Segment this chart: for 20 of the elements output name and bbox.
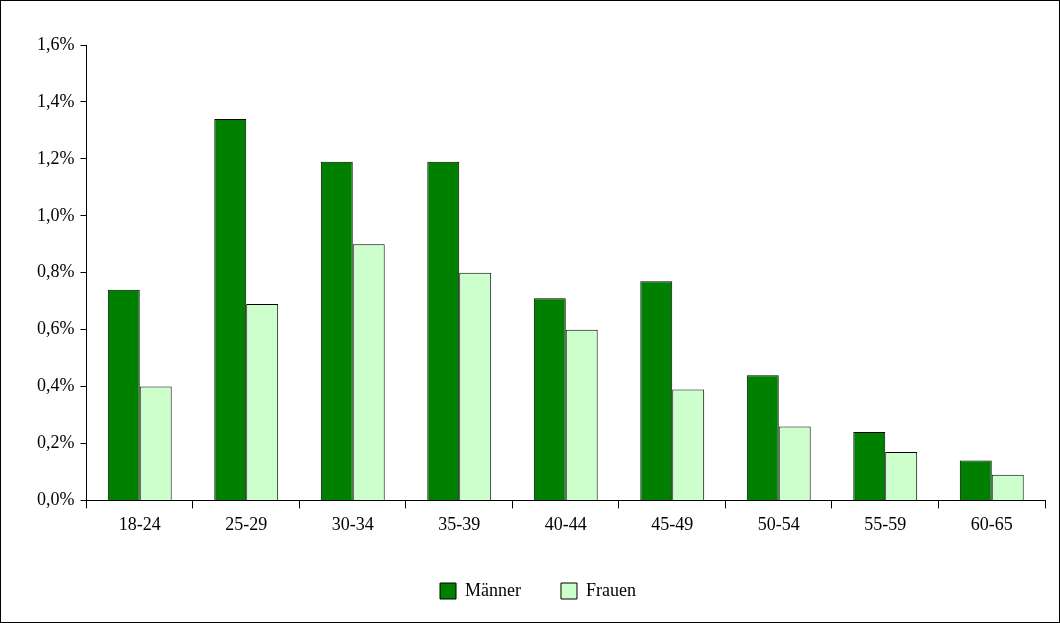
x-tick-label: 25-29 <box>225 513 268 534</box>
y-tick-label: 1,6% <box>36 33 75 54</box>
legend-label: Frauen <box>586 579 636 600</box>
x-tick-label: 18-24 <box>118 513 161 534</box>
y-tick-label: 0,0% <box>36 489 75 510</box>
x-tick-label: 40-44 <box>544 513 587 534</box>
x-tick-label: 45-49 <box>651 513 694 534</box>
x-tick-label: 60-65 <box>970 513 1013 534</box>
y-tick-label: 0,8% <box>36 261 75 282</box>
legend-label: Männer <box>465 579 521 600</box>
x-tick-label: 55-59 <box>864 513 907 534</box>
y-tick-label: 1,0% <box>36 204 75 225</box>
x-tick-label: 50-54 <box>757 513 800 534</box>
y-tick-label: 0,6% <box>36 318 75 339</box>
y-tick-label: 1,2% <box>36 147 75 168</box>
y-tick-label: 1,4% <box>36 90 75 111</box>
x-tick-label: 35-39 <box>438 513 481 534</box>
y-tick-label: 0,2% <box>36 432 75 453</box>
y-tick-label: 0,4% <box>36 375 75 396</box>
x-tick-label: 30-34 <box>331 513 374 534</box>
